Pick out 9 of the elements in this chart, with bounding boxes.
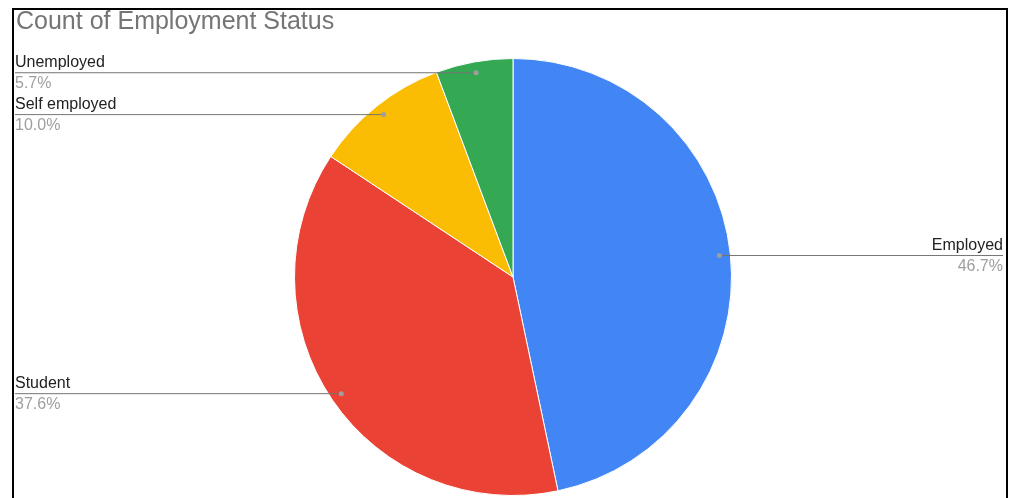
slice-label: Student (15, 374, 71, 392)
data-label: 10.0% (15, 116, 61, 133)
slice-label: Unemployed (15, 53, 105, 71)
slice-label: Self employed (15, 95, 117, 112)
chart-title: Count of Employment Status (16, 6, 335, 35)
data-label: 5.7% (15, 74, 52, 92)
data-label: 46.7% (957, 256, 1003, 274)
slice-label: Employed (931, 235, 1003, 253)
data-label: 37.6% (15, 395, 61, 413)
